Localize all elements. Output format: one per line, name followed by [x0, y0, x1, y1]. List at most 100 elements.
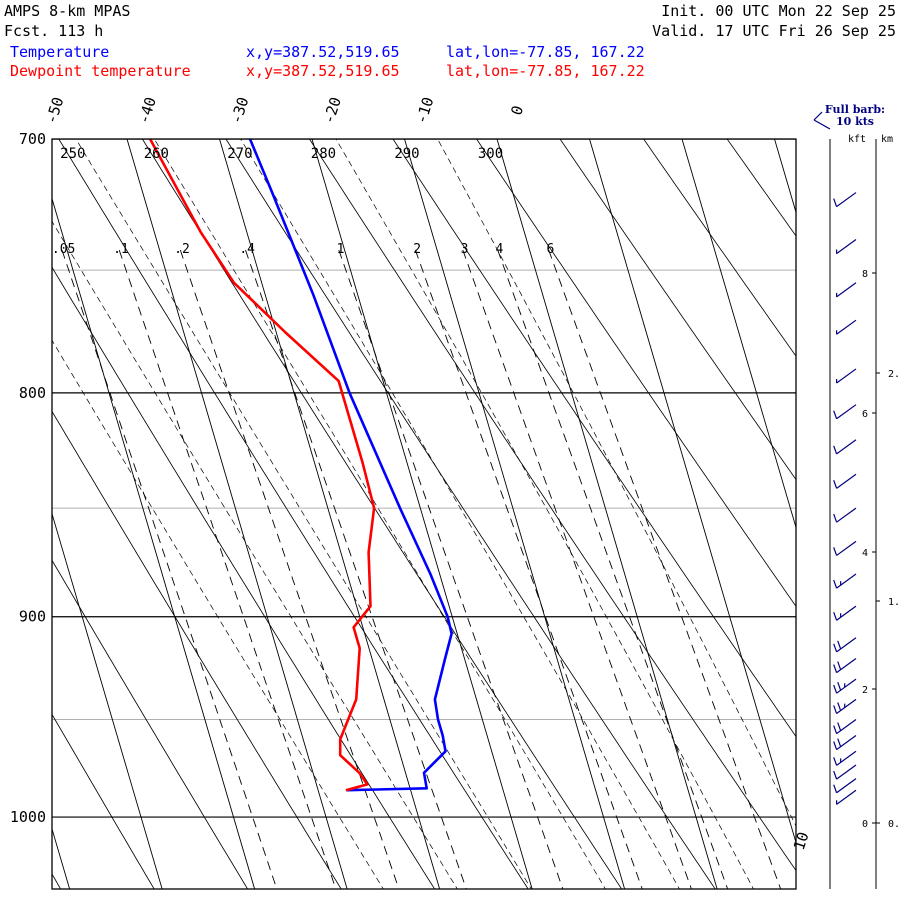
mixing-ratio-line-2 — [179, 249, 400, 889]
profile-lines — [148, 139, 453, 792]
wind-barb-13 — [833, 507, 857, 523]
mixing-ratio-label-6: 3 — [461, 242, 469, 257]
wind-barb-13-flag-0 — [833, 513, 838, 523]
theta-label-280: 280 — [311, 146, 336, 162]
mixing-ratio-label-3: .4 — [239, 242, 255, 257]
wind-barb-1-flag-0 — [833, 784, 838, 793]
temperature-label--10: -10 — [412, 95, 437, 126]
wind-barb-21 — [833, 192, 857, 208]
isotherm-10 — [589, 139, 796, 845]
wind-barb-13-shaft — [836, 507, 857, 523]
wind-barb-6-flag-1 — [837, 702, 842, 711]
wind-barb-11 — [833, 573, 857, 589]
wind-barb-21-shaft — [836, 192, 857, 208]
pressure-label-900: 900 — [19, 608, 46, 626]
wind-barb-10 — [833, 605, 857, 621]
dry-adiabat-270 — [225, 139, 716, 889]
theta-label-300: 300 — [478, 146, 503, 162]
wind-barb-12 — [833, 540, 857, 556]
wind-barb-14-flag-0 — [833, 480, 838, 489]
legend-dewpoint-latlon: lat,lon=-77.85, 167.22 — [446, 62, 645, 80]
dry-adiabat-210 — [52, 713, 155, 889]
wind-barb-6-flag-0 — [833, 705, 838, 714]
wind-barb-18-shaft — [836, 319, 857, 335]
wind-barb-4-shaft — [836, 734, 857, 751]
wind-barb-4 — [833, 734, 857, 751]
km-label-0: 2. — [888, 369, 900, 380]
wind-barb-16-flag-0 — [833, 410, 838, 419]
wind-barb-15-flag-0 — [833, 445, 838, 455]
kft-label-4: 4 — [862, 548, 868, 559]
dry-adiabat-280 — [308, 139, 796, 872]
isotherm-0 — [496, 139, 718, 889]
km-axis-label: km — [881, 134, 893, 145]
mixing-ratio-line-3 — [245, 249, 467, 889]
dry-adiabat-240 — [52, 266, 436, 889]
dry-adiabat-300 — [476, 139, 796, 607]
theta-label-290: 290 — [394, 146, 419, 162]
wind-barb-10-flag-0 — [833, 611, 838, 621]
temperature-label-10: 10 — [790, 830, 813, 853]
kft-label-6: 6 — [862, 409, 868, 420]
isotherm--30 — [219, 139, 441, 889]
dry-adiabat-230 — [52, 410, 342, 889]
wind-barb-7 — [833, 678, 857, 694]
moist-adiabat-3 — [153, 139, 606, 889]
dry-adiabat-310 — [559, 139, 796, 481]
wind-barb-6-shaft — [836, 698, 857, 715]
mixing-ratio-line-1 — [118, 249, 337, 889]
km-label-2: 0. — [888, 819, 900, 830]
wind-barb-5-flag-1 — [837, 722, 842, 731]
isotherm-30 — [774, 139, 796, 214]
axis-labels: .05 .1 .2 .4 1 2 3 4 6 250 260 270 280 290 300 700 800 90… — [10, 95, 813, 853]
isotherm--20 — [311, 139, 533, 889]
legend-temperature-latlon: lat,lon=-77.85, 167.22 — [446, 43, 645, 61]
plot-grid — [52, 139, 796, 889]
wind-barb-6 — [833, 698, 857, 715]
wind-barb-14-shaft — [836, 473, 857, 489]
wind-barb-12-flag-0 — [833, 547, 838, 556]
wind-barb-2-flag-0 — [833, 770, 838, 780]
dewpoint-profile — [148, 139, 376, 792]
wind-barb-18 — [835, 319, 857, 335]
wind-barb-17 — [835, 368, 857, 384]
model-title: AMPS 8-km MPAS — [4, 2, 130, 20]
wind-barb-11-shaft — [836, 573, 857, 589]
mixing-ratio-label-0: .05 — [52, 242, 75, 257]
legend-dewpoint-label: Dewpoint temperature — [10, 62, 191, 80]
wind-barb-19 — [835, 282, 857, 298]
wind-barb-9-flag-1 — [837, 640, 842, 650]
wind-legend-barb-icon — [813, 111, 831, 130]
wind-barb-19-shaft — [836, 282, 857, 298]
wind-barb-4-flag-1 — [837, 738, 842, 747]
legend-dewpoint-xy: x,y=387.52,519.65 — [246, 62, 400, 80]
mixing-ratio-line-4 — [338, 249, 564, 889]
temperature-label--20: -20 — [319, 95, 344, 126]
valid-time: Valid. 17 UTC Fri 26 Sep 25 — [652, 22, 896, 40]
plot-border — [51, 138, 797, 890]
wind-barb-8-shaft — [836, 658, 857, 674]
dry-adiabat-290 — [392, 139, 796, 738]
temperature-profile — [248, 139, 453, 792]
legend-temperature-xy: x,y=387.52,519.65 — [246, 43, 400, 61]
wind-barb-12-shaft — [836, 540, 857, 556]
dry-adiabat-320 — [643, 139, 796, 357]
wind-barb-1 — [833, 778, 857, 794]
wind-barb-7-shaft — [836, 678, 857, 694]
mixing-ratio-label-5: 2 — [413, 242, 421, 257]
wind-barb-4-flag-0 — [833, 741, 838, 750]
mixing-ratio-label-8: 6 — [547, 242, 555, 257]
wind-barb-0 — [835, 789, 857, 805]
mixing-ratio-line-7 — [497, 249, 729, 889]
forecast-hour: Fcst. 113 h — [4, 22, 103, 40]
mixing-ratio-label-4: 1 — [337, 242, 345, 257]
isotherm-20 — [681, 139, 796, 530]
wind-legend-line1: Full barb: — [825, 103, 885, 116]
theta-label-250: 250 — [60, 146, 85, 162]
temperature-label--30: -30 — [227, 95, 252, 126]
wind-barb-0-shaft — [836, 789, 857, 805]
wind-barb-3-shaft — [836, 750, 857, 766]
wind-barb-10-shaft — [836, 605, 857, 621]
init-time: Init. 00 UTC Mon 22 Sep 25 — [661, 2, 896, 20]
